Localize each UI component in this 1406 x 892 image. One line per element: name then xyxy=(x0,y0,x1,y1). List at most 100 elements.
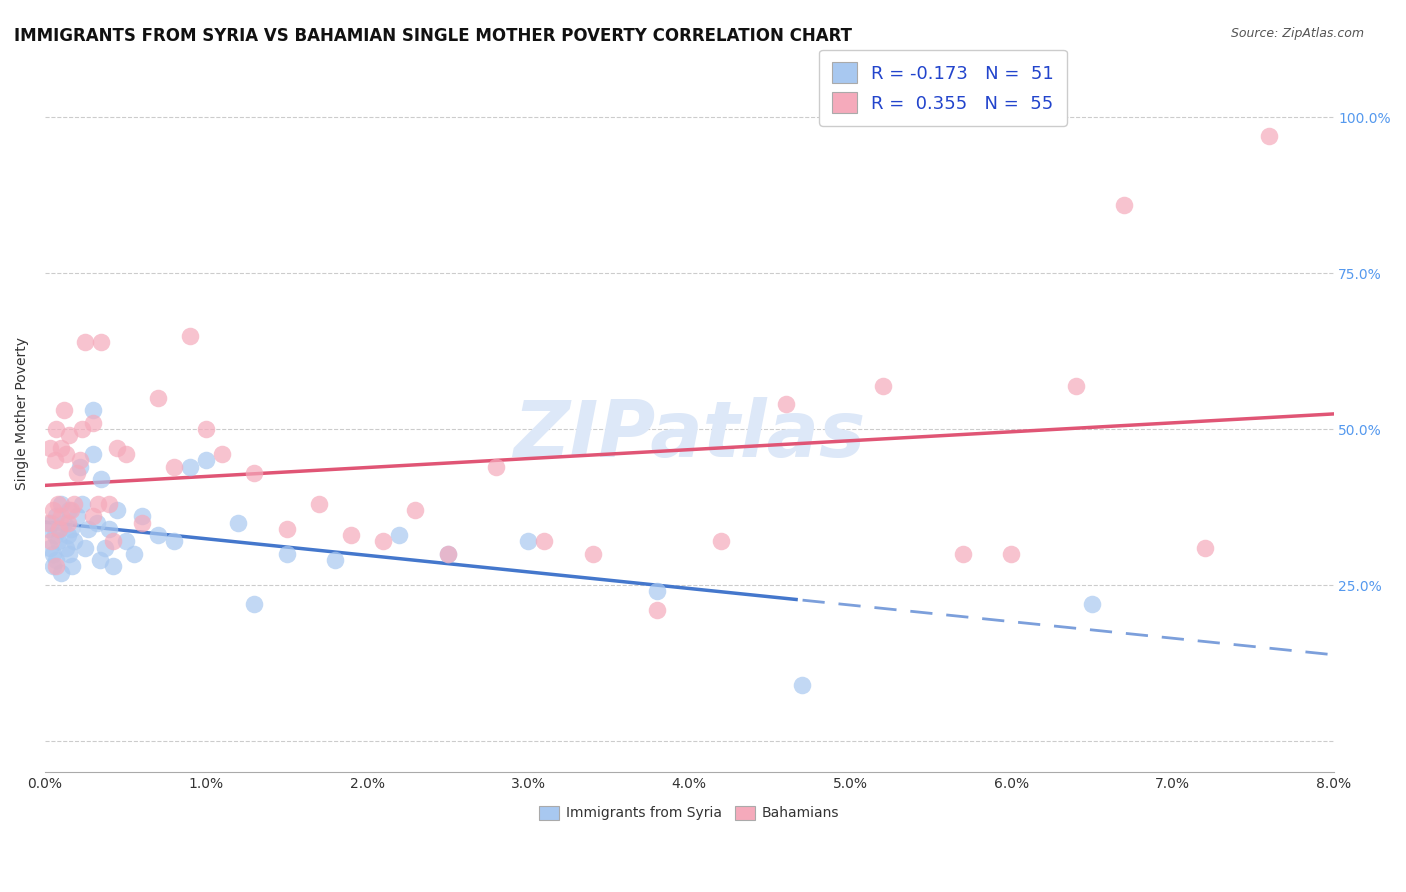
Point xyxy=(1194,541,1216,555)
Point xyxy=(581,547,603,561)
Point xyxy=(75,334,97,349)
Point xyxy=(122,547,145,561)
Text: Source: ZipAtlas.com: Source: ZipAtlas.com xyxy=(1230,27,1364,40)
Point xyxy=(63,534,86,549)
Point xyxy=(46,534,69,549)
Point xyxy=(790,678,813,692)
Point xyxy=(66,466,89,480)
Point xyxy=(82,509,104,524)
Point xyxy=(195,422,218,436)
Point xyxy=(146,528,169,542)
Point xyxy=(45,509,67,524)
Point xyxy=(93,541,115,555)
Point xyxy=(114,447,136,461)
Point xyxy=(55,447,77,461)
Point xyxy=(340,528,363,542)
Point xyxy=(42,503,65,517)
Point xyxy=(38,541,60,555)
Y-axis label: Single Mother Poverty: Single Mother Poverty xyxy=(15,337,30,490)
Point xyxy=(41,516,63,530)
Point xyxy=(53,516,76,530)
Point xyxy=(710,534,733,549)
Point xyxy=(952,547,974,561)
Point xyxy=(308,497,330,511)
Point xyxy=(75,541,97,555)
Point xyxy=(49,509,72,524)
Point xyxy=(195,453,218,467)
Point xyxy=(44,528,66,542)
Point xyxy=(69,453,91,467)
Point xyxy=(1081,597,1104,611)
Point xyxy=(87,497,110,511)
Point xyxy=(42,547,65,561)
Point xyxy=(89,553,111,567)
Point xyxy=(373,534,395,549)
Point xyxy=(179,459,201,474)
Point xyxy=(276,547,298,561)
Point xyxy=(645,603,668,617)
Point xyxy=(48,522,70,536)
Point xyxy=(163,459,186,474)
Text: ZIPatlas: ZIPatlas xyxy=(513,397,865,473)
Point xyxy=(533,534,555,549)
Point xyxy=(45,559,67,574)
Point xyxy=(98,497,121,511)
Point xyxy=(226,516,249,530)
Point xyxy=(41,534,63,549)
Point xyxy=(146,391,169,405)
Point xyxy=(1064,378,1087,392)
Point xyxy=(101,559,124,574)
Point xyxy=(48,522,70,536)
Point xyxy=(58,503,80,517)
Point xyxy=(69,459,91,474)
Point xyxy=(66,509,89,524)
Point xyxy=(37,516,59,530)
Point xyxy=(86,516,108,530)
Point xyxy=(56,528,79,542)
Point xyxy=(323,553,346,567)
Point xyxy=(82,403,104,417)
Point xyxy=(38,441,60,455)
Point xyxy=(131,509,153,524)
Point xyxy=(436,547,458,561)
Point xyxy=(59,522,82,536)
Point xyxy=(404,503,426,517)
Point xyxy=(58,547,80,561)
Point xyxy=(77,522,100,536)
Point xyxy=(56,516,79,530)
Point xyxy=(58,428,80,442)
Point xyxy=(82,416,104,430)
Point xyxy=(163,534,186,549)
Point xyxy=(131,516,153,530)
Point xyxy=(45,422,67,436)
Point xyxy=(179,328,201,343)
Point xyxy=(388,528,411,542)
Point xyxy=(775,397,797,411)
Point xyxy=(107,441,129,455)
Point xyxy=(101,534,124,549)
Point xyxy=(49,566,72,580)
Point xyxy=(37,522,59,536)
Point xyxy=(114,534,136,549)
Point xyxy=(1114,198,1136,212)
Legend: Immigrants from Syria, Bahamians: Immigrants from Syria, Bahamians xyxy=(534,800,845,826)
Point xyxy=(485,459,508,474)
Point xyxy=(243,597,266,611)
Point xyxy=(98,522,121,536)
Point xyxy=(436,547,458,561)
Point xyxy=(49,497,72,511)
Point xyxy=(70,422,93,436)
Point xyxy=(45,553,67,567)
Point xyxy=(90,334,112,349)
Point xyxy=(1258,129,1281,144)
Point xyxy=(63,497,86,511)
Point xyxy=(243,466,266,480)
Point xyxy=(44,453,66,467)
Point xyxy=(59,503,82,517)
Point xyxy=(107,503,129,517)
Point xyxy=(55,541,77,555)
Point xyxy=(211,447,233,461)
Point xyxy=(645,584,668,599)
Text: IMMIGRANTS FROM SYRIA VS BAHAMIAN SINGLE MOTHER POVERTY CORRELATION CHART: IMMIGRANTS FROM SYRIA VS BAHAMIAN SINGLE… xyxy=(14,27,852,45)
Point xyxy=(90,472,112,486)
